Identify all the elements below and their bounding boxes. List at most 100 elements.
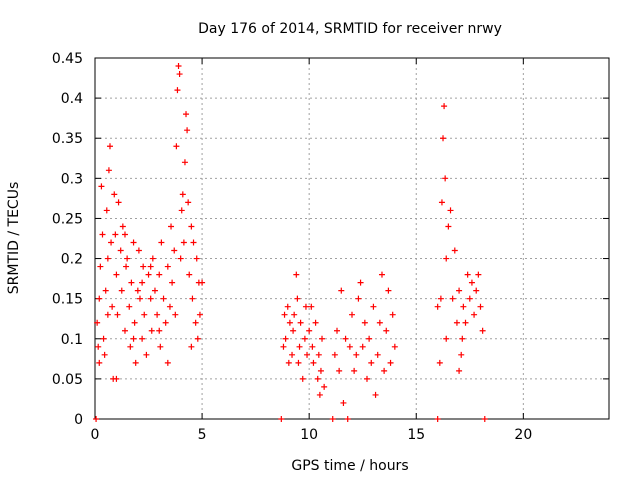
data-point — [102, 287, 109, 294]
data-point — [114, 311, 121, 318]
x-tick-label: 10 — [300, 427, 318, 443]
data-point — [346, 343, 353, 350]
data-point — [312, 319, 319, 326]
y-tick-label: 0.45 — [52, 51, 83, 67]
data-point — [460, 303, 467, 310]
data-point — [96, 359, 103, 366]
data-point — [389, 311, 396, 318]
data-point — [97, 263, 104, 270]
data-point — [291, 311, 298, 318]
data-point — [385, 287, 392, 294]
data-point — [285, 359, 292, 366]
data-point — [299, 375, 306, 382]
data-point — [113, 375, 120, 382]
data-point — [193, 255, 200, 262]
data-point — [131, 319, 138, 326]
data-point — [475, 271, 482, 278]
data-point — [351, 367, 358, 374]
data-point — [387, 359, 394, 366]
data-point — [117, 247, 124, 254]
data-point — [164, 359, 171, 366]
data-point — [456, 367, 463, 374]
data-point — [370, 303, 377, 310]
data-point — [181, 159, 188, 166]
data-point — [443, 255, 450, 262]
y-tick-label: 0.15 — [52, 292, 83, 308]
x-tick-label: 20 — [514, 427, 532, 443]
data-point — [158, 239, 165, 246]
data-point — [143, 351, 150, 358]
data-point — [140, 263, 147, 270]
data-point — [334, 327, 341, 334]
data-point — [103, 207, 110, 214]
data-point — [126, 303, 133, 310]
data-point — [286, 319, 293, 326]
data-point — [306, 327, 313, 334]
data-point — [118, 287, 125, 294]
data-point — [156, 271, 163, 278]
data-point — [184, 127, 191, 134]
data-point — [368, 359, 375, 366]
data-point — [293, 271, 300, 278]
data-point — [171, 247, 178, 254]
data-point — [104, 311, 111, 318]
data-point — [160, 295, 167, 302]
data-point — [175, 63, 182, 70]
data-point — [391, 343, 398, 350]
data-point — [176, 71, 183, 78]
data-point — [199, 279, 206, 286]
data-point — [172, 311, 179, 318]
data-point — [189, 295, 196, 302]
data-point — [128, 279, 135, 286]
data-point — [154, 311, 161, 318]
data-point — [111, 191, 118, 198]
data-point — [473, 287, 480, 294]
data-point — [105, 167, 112, 174]
data-point — [319, 335, 326, 342]
data-point — [177, 255, 184, 262]
data-point — [314, 375, 321, 382]
data-point — [471, 311, 478, 318]
y-tick-label: 0.25 — [52, 211, 83, 227]
data-point — [188, 223, 195, 230]
data-point — [124, 255, 131, 262]
data-point — [115, 199, 122, 206]
data-point — [139, 279, 146, 286]
data-point — [190, 239, 197, 246]
data-point — [449, 295, 456, 302]
data-point — [353, 351, 360, 358]
data-point — [96, 295, 103, 302]
data-point — [95, 343, 102, 350]
points — [93, 63, 488, 422]
data-point — [456, 287, 463, 294]
grid — [95, 58, 609, 419]
data-point — [434, 303, 441, 310]
data-point — [136, 295, 143, 302]
data-point — [157, 343, 164, 350]
data-point — [104, 255, 111, 262]
data-point — [130, 335, 137, 342]
data-point — [340, 399, 347, 406]
data-point — [119, 223, 126, 230]
data-point — [196, 311, 203, 318]
data-point — [188, 343, 195, 350]
data-point — [112, 231, 119, 238]
data-point — [453, 319, 460, 326]
data-point — [301, 335, 308, 342]
data-point — [468, 279, 475, 286]
x-axis: 0 5 10 15 20 — [91, 58, 532, 443]
data-point — [466, 295, 473, 302]
data-point — [294, 295, 301, 302]
data-point — [349, 311, 355, 318]
data-point — [458, 351, 465, 358]
data-point — [148, 327, 155, 334]
y-tick-label: 0.1 — [61, 332, 83, 348]
data-point — [441, 103, 448, 110]
data-point — [445, 223, 452, 230]
data-point — [447, 207, 454, 214]
y-tick-label: 0.35 — [52, 131, 83, 147]
data-point — [338, 287, 345, 294]
data-point — [178, 207, 185, 214]
data-point — [329, 416, 336, 422]
data-point — [342, 335, 349, 342]
